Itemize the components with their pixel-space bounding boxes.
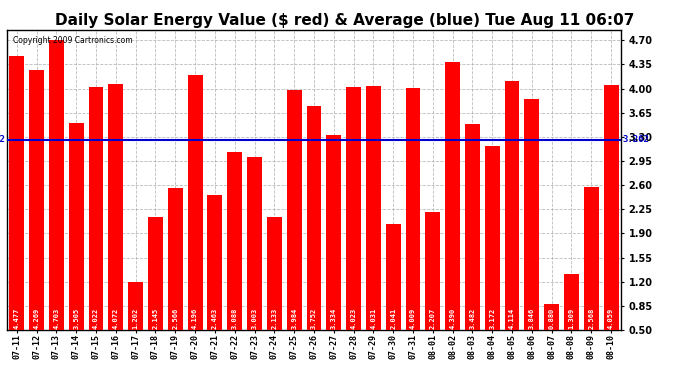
- Bar: [504, 81, 520, 330]
- Text: 4.703: 4.703: [53, 308, 59, 328]
- Text: 0.880: 0.880: [549, 308, 555, 328]
- Bar: [366, 87, 381, 330]
- Text: 4.477: 4.477: [14, 308, 20, 328]
- Bar: [465, 124, 480, 330]
- Bar: [544, 304, 559, 330]
- Text: 3.846: 3.846: [529, 308, 535, 328]
- Bar: [188, 75, 203, 330]
- Text: 4.196: 4.196: [192, 308, 198, 328]
- Text: 4.072: 4.072: [113, 308, 119, 328]
- Text: 2.568: 2.568: [589, 308, 594, 328]
- Bar: [247, 158, 262, 330]
- Bar: [425, 212, 440, 330]
- Bar: [584, 188, 599, 330]
- Bar: [524, 99, 540, 330]
- Bar: [69, 123, 83, 330]
- Text: 3.172: 3.172: [489, 308, 495, 328]
- Text: 3.334: 3.334: [331, 308, 337, 328]
- Bar: [564, 274, 579, 330]
- Text: 4.023: 4.023: [351, 308, 357, 328]
- Bar: [386, 224, 401, 330]
- Bar: [445, 62, 460, 330]
- Bar: [406, 88, 420, 330]
- Text: Copyright 2009 Cartronics.com: Copyright 2009 Cartronics.com: [13, 36, 132, 45]
- Bar: [49, 40, 64, 330]
- Bar: [346, 87, 361, 330]
- Text: 2.041: 2.041: [390, 308, 396, 328]
- Bar: [208, 195, 222, 330]
- Text: 3.505: 3.505: [73, 308, 79, 328]
- Bar: [168, 188, 183, 330]
- Text: 3.003: 3.003: [252, 308, 257, 328]
- Text: 1.202: 1.202: [132, 308, 139, 328]
- Bar: [227, 152, 242, 330]
- Bar: [306, 106, 322, 330]
- Text: 4.114: 4.114: [509, 308, 515, 328]
- Bar: [88, 87, 104, 330]
- Bar: [29, 70, 44, 330]
- Bar: [485, 146, 500, 330]
- Text: 3.482: 3.482: [469, 308, 475, 328]
- Text: 2.463: 2.463: [212, 308, 218, 328]
- Text: 4.059: 4.059: [608, 308, 614, 328]
- Bar: [128, 282, 143, 330]
- Text: Daily Solar Energy Value ($ red) & Average (blue) Tue Aug 11 06:07: Daily Solar Energy Value ($ red) & Avera…: [55, 13, 635, 28]
- Text: 3.752: 3.752: [311, 308, 317, 328]
- Text: 3.984: 3.984: [291, 308, 297, 328]
- Bar: [108, 84, 124, 330]
- Text: 4.390: 4.390: [450, 308, 455, 328]
- Bar: [267, 217, 282, 330]
- Bar: [10, 56, 24, 330]
- Text: 3.088: 3.088: [232, 308, 238, 328]
- Text: 4.031: 4.031: [371, 308, 376, 328]
- Text: 1.309: 1.309: [569, 308, 575, 328]
- Text: 4.022: 4.022: [93, 308, 99, 328]
- Text: 3.262: 3.262: [623, 135, 650, 144]
- Text: 4.009: 4.009: [410, 308, 416, 328]
- Bar: [604, 84, 618, 330]
- Bar: [148, 216, 163, 330]
- Text: 2.145: 2.145: [152, 308, 159, 328]
- Text: 2.133: 2.133: [271, 308, 277, 328]
- Text: 3.262: 3.262: [0, 135, 5, 144]
- Bar: [326, 135, 341, 330]
- Text: 2.566: 2.566: [172, 308, 178, 328]
- Bar: [287, 90, 302, 330]
- Text: 2.207: 2.207: [430, 308, 436, 328]
- Text: 4.269: 4.269: [34, 308, 39, 328]
